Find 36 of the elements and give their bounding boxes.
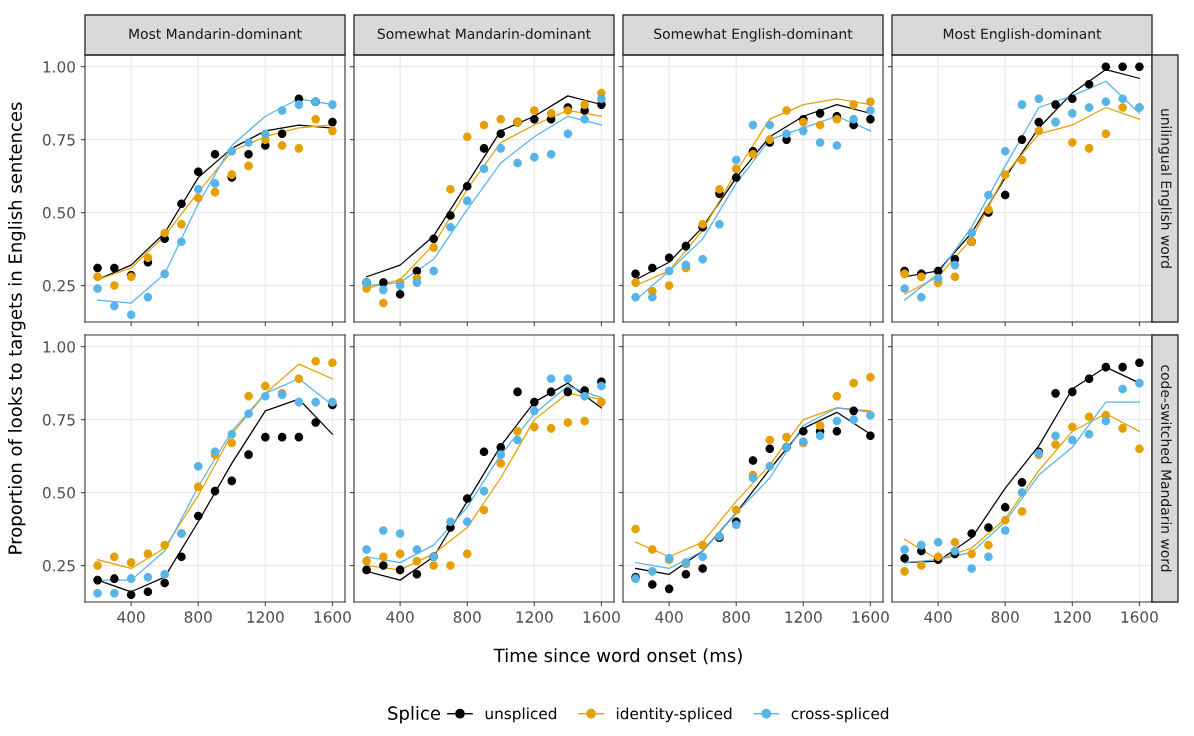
x-tick-label: 1200 — [247, 611, 284, 623]
x-tick-label: 400 — [386, 611, 414, 623]
text: Time since word onset (ms) — [493, 648, 742, 665]
text: Proportion of looks to targets in English sentences — [7, 102, 26, 554]
y-tick-label: 0.75 — [42, 414, 75, 426]
legend-label: identity-spliced — [616, 707, 732, 723]
x-tick-label: 800 — [184, 611, 212, 623]
x-tick-label: 1200 — [516, 611, 553, 623]
text: unilingual English word — [1158, 109, 1172, 268]
y-tick-label: 0.50 — [42, 207, 75, 219]
y-tick-label: 0.25 — [42, 279, 75, 292]
x-tick-label: 1600 — [314, 611, 351, 623]
x-tick-label: 800 — [453, 611, 481, 623]
x-tick-label: 1200 — [785, 611, 822, 623]
chart-title: Most English-dominant — [943, 28, 1102, 42]
y-tick-label: 1.00 — [43, 61, 75, 73]
x-tick-label: 800 — [991, 611, 1019, 623]
chart-title: Somewhat English-dominant — [654, 28, 853, 42]
legend-label: cross-spliced — [791, 707, 889, 723]
y-tick-label: 0.75 — [42, 134, 75, 146]
x-tick-label: 1600 — [852, 611, 889, 623]
x-tick-label: 800 — [722, 611, 750, 623]
x-tick-label: 400 — [655, 611, 683, 623]
y-tick-label: 0.50 — [42, 487, 75, 499]
legend-title: Splice — [388, 706, 441, 724]
y-tick-label: 1.00 — [43, 341, 75, 353]
x-tick-label: 400 — [117, 611, 145, 623]
x-tick-label: 400 — [924, 611, 952, 623]
chart-title: Most Mandarin-dominant — [129, 28, 302, 40]
legend-label: unspliced — [485, 707, 557, 723]
x-tick-label: 1200 — [1054, 611, 1091, 623]
x-tick-label: 1600 — [583, 611, 620, 623]
text: code-switched Mandarin word — [1160, 365, 1172, 572]
chart-title: Somewhat Mandarin-dominant — [377, 28, 591, 40]
y-tick-label: 0.25 — [42, 559, 75, 572]
x-tick-label: 1600 — [1121, 611, 1158, 623]
